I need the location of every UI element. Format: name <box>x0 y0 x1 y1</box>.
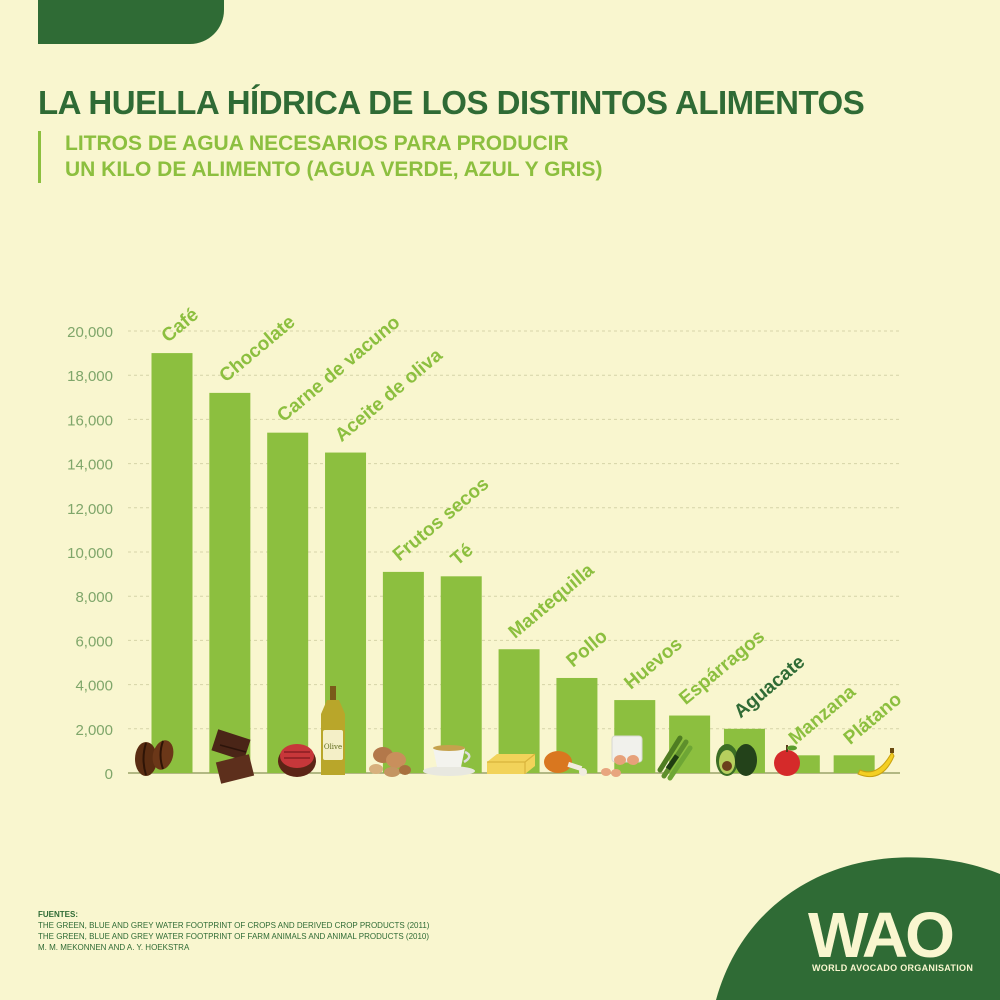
y-tick-label: 10,000 <box>67 545 113 562</box>
tea-cup-icon <box>423 745 475 776</box>
y-tick-label: 18,000 <box>67 368 113 385</box>
chocolate-icon <box>211 729 255 784</box>
y-tick-label: 6,000 <box>75 633 113 650</box>
y-tick-label: 4,000 <box>75 678 113 695</box>
bar-café <box>151 353 193 773</box>
nuts-icon <box>369 747 411 777</box>
bar-té <box>440 576 482 773</box>
bar-carne-de-vacuno <box>267 432 309 773</box>
source-line: THE GREEN, BLUE AND GREY WATER FOOTPRINT… <box>38 921 430 930</box>
source-line: M. M. MEKONNEN AND A. Y. HOEKSTRA <box>38 943 190 952</box>
y-tick-label: 14,000 <box>67 457 113 474</box>
chicken-leg-icon <box>544 751 587 776</box>
sources-block: FUENTES: THE GREEN, BLUE AND GREY WATER … <box>38 909 429 953</box>
bar-chocolate <box>209 392 251 773</box>
bar-frutos-secos <box>382 571 424 773</box>
page-subtitle: LITROS DE AGUA NECESARIOS PARA PRODUCIR … <box>38 131 602 183</box>
wao-logo: WAO <box>808 899 955 971</box>
butter-icon <box>487 753 536 774</box>
top-corner-tab <box>38 0 224 44</box>
avocado-icon <box>716 744 757 776</box>
asparagus-icon <box>657 735 693 781</box>
subtitle-line-2: UN KILO DE ALIMENTO (AGUA VERDE, AZUL Y … <box>65 158 603 181</box>
wao-logo-subtitle: WORLD AVOCADO ORGANISATION <box>812 963 974 973</box>
y-tick-label: 8,000 <box>75 589 113 606</box>
eggs-icon <box>601 735 643 777</box>
beef-steak-icon <box>278 744 316 777</box>
y-tick-label: 12,000 <box>67 501 113 518</box>
y-tick-label: 0 <box>105 766 113 783</box>
sources-heading: FUENTES: <box>38 910 78 919</box>
olive-oil-bottle-icon: Olive <box>321 686 345 775</box>
coffee-beans-icon <box>135 740 174 776</box>
svg-text:Olive: Olive <box>324 743 342 751</box>
y-tick-label: 2,000 <box>75 722 113 739</box>
apple-icon <box>774 745 800 776</box>
bar-plátano <box>833 755 875 773</box>
subtitle-line-1: LITROS DE AGUA NECESARIOS PARA PRODUCIR <box>65 132 569 155</box>
banana-icon <box>857 748 895 778</box>
y-tick-label: 20,000 <box>67 324 113 341</box>
bar-mantequilla <box>498 649 540 773</box>
y-tick-label: 16,000 <box>67 412 113 429</box>
source-line: THE GREEN, BLUE AND GREY WATER FOOTPRINT… <box>38 932 430 941</box>
page-title: LA HUELLA HÍDRICA DE LOS DISTINTOS ALIME… <box>38 84 865 121</box>
